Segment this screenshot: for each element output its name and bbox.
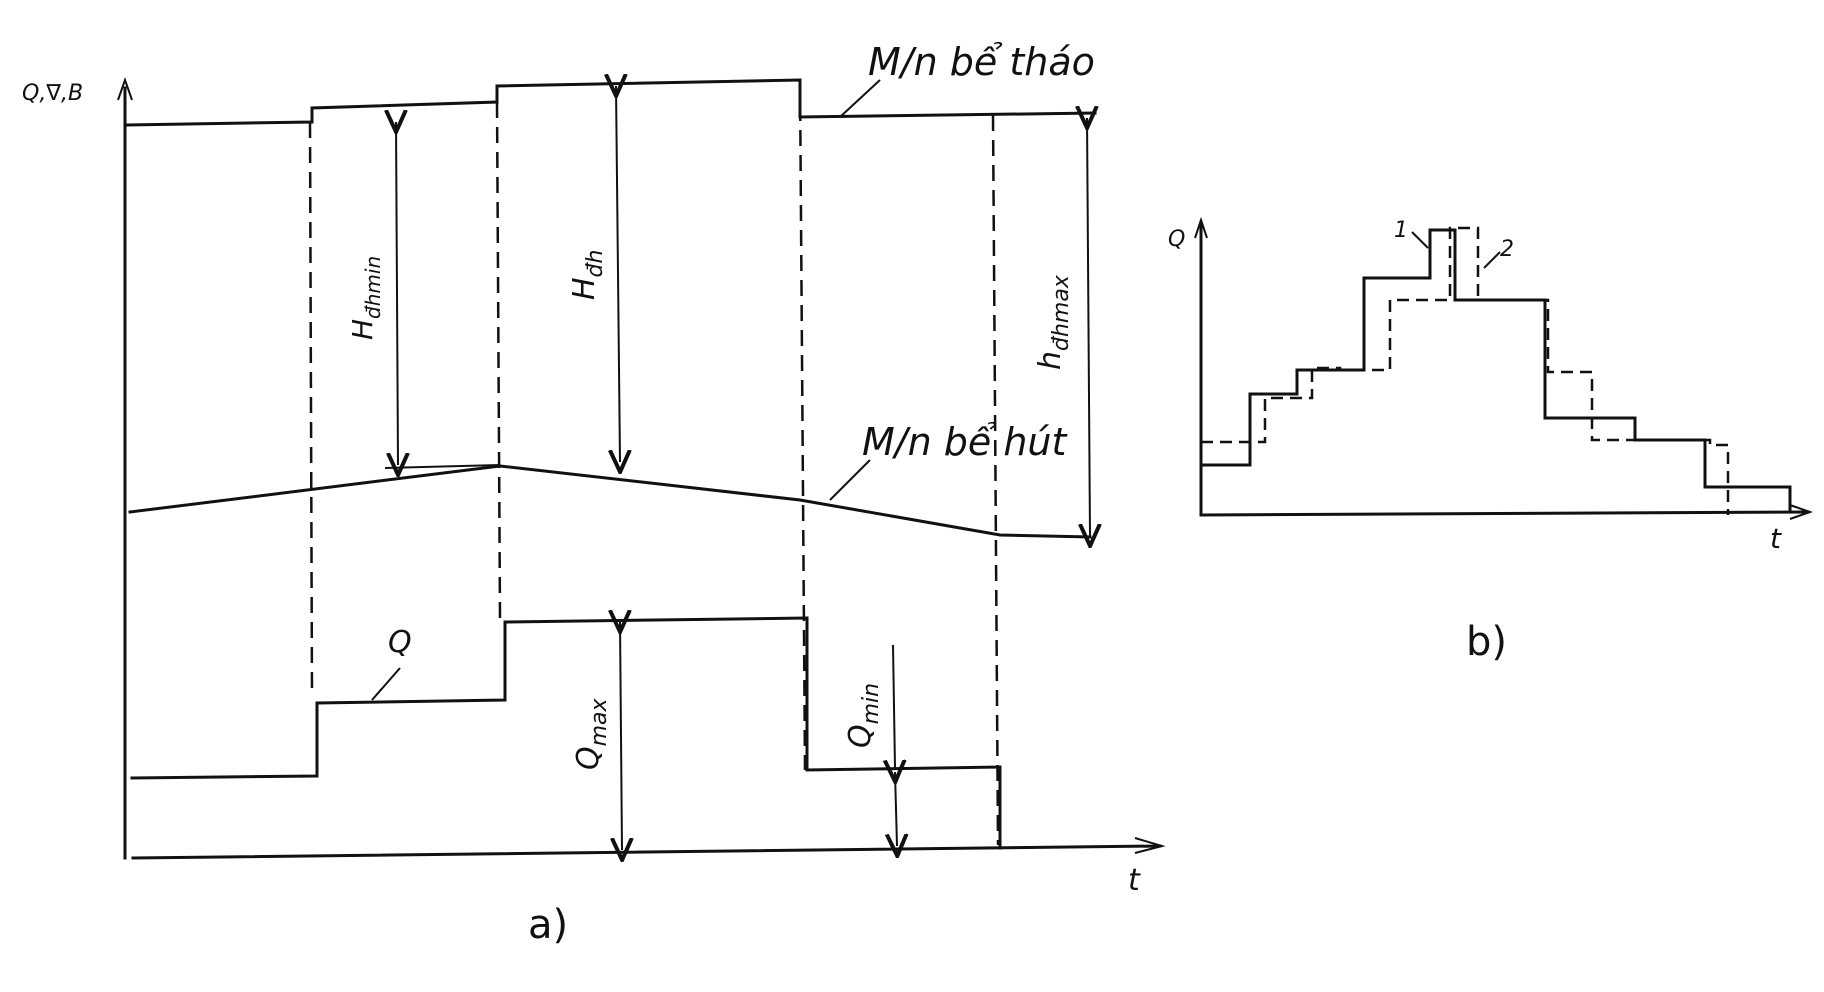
curve-2-leader (1483, 251, 1501, 269)
diagram-b-x-axis-arrow (1789, 504, 1814, 520)
curve-2-line (1201, 226, 1730, 515)
suction-level-line (128, 464, 1092, 539)
h-min-subscript: đhmin (361, 256, 385, 319)
q-min-subscript: min (859, 683, 884, 725)
diagram-a-y-axis-arrow (117, 76, 133, 101)
q-max-subscript: max (587, 697, 612, 746)
discharge-level-label: M/n bể tháo (868, 40, 1095, 84)
q-min-leader (892, 644, 896, 769)
curve-1-line (1199, 228, 1792, 514)
diagram-a-x-axis (131, 844, 1162, 860)
diagram-b-caption: b) (1466, 619, 1507, 665)
diagram-a-x-axis-arrow (1134, 837, 1166, 854)
curve-2-label: 2 (1500, 237, 1514, 262)
dashed-vertical-1 (308, 121, 314, 697)
suction-level-leader (829, 459, 871, 501)
diagram-a: Q,∇,B t M/n bể tháo M/n bể hút Q Hđhmin … (22, 40, 1166, 948)
svg-text:Hđh: Hđh (567, 250, 608, 300)
h-max-subscript: đhmax (1049, 274, 1074, 351)
h-th-dimension (616, 86, 620, 462)
h-min-dimension (396, 122, 398, 465)
diagram-b-y-axis-arrow (1194, 216, 1208, 239)
q-max-letter: Q (571, 746, 606, 770)
svg-text:hđhmax: hđhmax (1033, 274, 1074, 370)
discharge-level-line (123, 78, 1097, 127)
svg-text:Qmin: Qmin (843, 683, 884, 748)
discharge-level-leader (839, 79, 881, 118)
h-max-label: hđhmax (1033, 274, 1074, 370)
diagram-b-y-axis-label: Q (1168, 227, 1185, 252)
svg-text:Hđhmin: Hđhmin (346, 256, 385, 340)
dashed-vertical-4 (991, 114, 1000, 846)
diagram-b-x-axis (1199, 510, 1810, 517)
diagram-b-x-axis-label: t (1770, 522, 1782, 555)
flow-q-label: Q (388, 625, 412, 660)
diagram-a-caption: a) (528, 902, 568, 948)
q-max-dimension (620, 622, 622, 850)
suction-level-label: M/n bể hút (862, 420, 1068, 464)
svg-text:Qmax: Qmax (571, 697, 612, 770)
dashed-vertical-3 (798, 79, 807, 771)
flow-q-leader (371, 667, 401, 701)
q-min-letter: Q (843, 724, 878, 748)
diagram-b: Q t 1 2 b) (1168, 216, 1814, 665)
h-th-subscript: đh (583, 250, 608, 278)
h-max-dimension (1087, 118, 1090, 536)
h-max-letter: h (1033, 351, 1068, 370)
q-max-label: Qmax (571, 697, 612, 770)
diagram-a-x-axis-label: t (1128, 863, 1141, 898)
h-min-letter: H (346, 319, 379, 340)
q-min-dimension (895, 772, 897, 846)
curve-1-leader (1411, 231, 1429, 249)
h-th-label: Hđh (567, 250, 608, 300)
h-th-letter: H (567, 277, 602, 300)
curve-1-label: 1 (1394, 218, 1408, 243)
diagram-a-y-axis-label: Q,∇,B (22, 81, 83, 106)
flow-q-line (130, 616, 1002, 850)
q-min-label: Qmin (843, 683, 884, 748)
h-min-label: Hđhmin (346, 256, 385, 340)
dashed-vertical-2 (495, 101, 502, 619)
